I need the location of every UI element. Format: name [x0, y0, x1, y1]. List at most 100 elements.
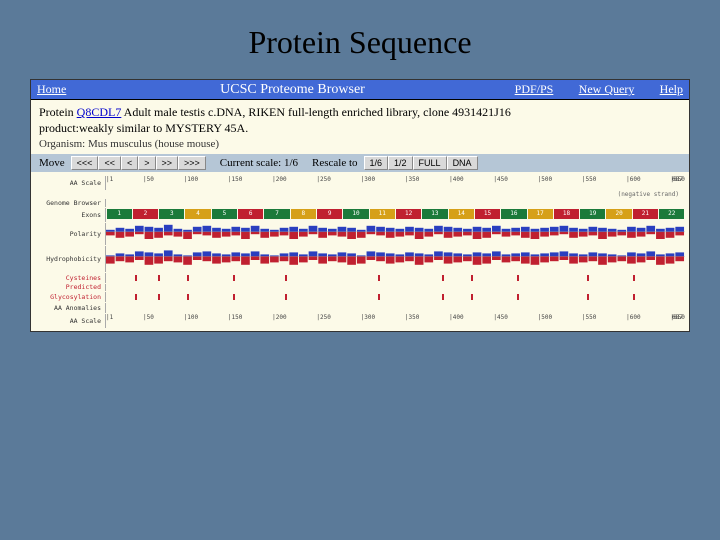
exon-block[interactable]: 5 [212, 209, 237, 219]
scale-tick: |300 [361, 176, 375, 183]
scale-tick: |250 [316, 176, 330, 183]
scale-tick: |450 [493, 314, 507, 321]
exon-block[interactable]: 18 [554, 209, 579, 219]
exon-block[interactable]: 9 [317, 209, 342, 219]
cys-mark [633, 294, 635, 300]
rescale-button-3[interactable]: DNA [447, 156, 478, 170]
organism-line: Organism: Mus musculus (house mouse) [31, 138, 689, 154]
cys-mark [587, 275, 589, 281]
hydrophobicity-label: Hydrophobicity [35, 256, 105, 263]
exon-block[interactable]: 7 [264, 209, 289, 219]
exon-block[interactable]: 20 [606, 209, 631, 219]
exon-block[interactable]: 17 [528, 209, 553, 219]
exon-block[interactable]: 3 [159, 209, 184, 219]
exon-block[interactable]: 10 [343, 209, 368, 219]
track-area: AA Scale |1|50|100|150|200|250|300|350|4… [31, 172, 689, 331]
slide-title: Protein Sequence [0, 0, 720, 79]
move-button-5[interactable]: >>> [178, 156, 206, 170]
cys-mark [471, 294, 473, 300]
exon-block[interactable]: 4 [185, 209, 210, 219]
cysteines-row: Cysteines [35, 273, 685, 283]
protein-accession-link[interactable]: Q8CDL7 [77, 105, 122, 119]
move-button-4[interactable]: >> [156, 156, 179, 170]
aa-scale-row-bottom: AA Scale |1|50|100|150|200|250|300|350|4… [35, 314, 685, 328]
new-query-link[interactable]: New Query [569, 82, 644, 97]
exon-block[interactable]: 16 [501, 209, 526, 219]
cys-mark [285, 275, 287, 281]
help-link[interactable]: Help [644, 82, 689, 97]
scale-tick: |50 [143, 176, 154, 183]
scale-end-bot: 687 [672, 314, 683, 321]
move-button-3[interactable]: > [138, 156, 155, 170]
organism-name: Mus musculus (house mouse) [88, 138, 219, 150]
predicted-label: Predicted [35, 284, 105, 291]
protein-description: Protein Q8CDL7 Adult male testis c.DNA, … [31, 100, 689, 138]
exon-block[interactable]: 22 [659, 209, 684, 219]
cys-mark [233, 294, 235, 300]
browser-title: UCSC Proteome Browser [86, 82, 499, 98]
cys-mark [442, 294, 444, 300]
exon-block[interactable]: 13 [422, 209, 447, 219]
rescale-button-0[interactable]: 1/6 [364, 156, 389, 170]
cys-mark [378, 275, 380, 281]
move-button-0[interactable]: <<< [71, 156, 99, 170]
negative-strand-label: (negative strand) [35, 191, 685, 199]
exon-block[interactable]: 2 [133, 209, 158, 219]
scale-tick: |550 [582, 176, 596, 183]
scale-tick: |100 [184, 176, 198, 183]
scale-tick: |600 [626, 176, 640, 183]
cys-mark [233, 275, 235, 281]
scale-tick: |400 [449, 314, 463, 321]
current-scale-label: Current scale: 1/6 [220, 157, 298, 169]
rescale-button-1[interactable]: 1/2 [388, 156, 413, 170]
aa-scale-label: AA Scale [35, 180, 105, 187]
exon-block[interactable]: 11 [370, 209, 395, 219]
cys-mark [633, 275, 635, 281]
scale-tick: |500 [538, 176, 552, 183]
cysteines-label: Cysteines [35, 275, 105, 282]
cys-mark [378, 294, 380, 300]
cys-mark [158, 275, 160, 281]
cys-mark [517, 294, 519, 300]
aa-scale-label-bottom: AA Scale [35, 318, 105, 325]
exon-block[interactable]: 19 [580, 209, 605, 219]
exon-block[interactable]: 1 [107, 209, 132, 219]
scale-tick: |600 [626, 314, 640, 321]
scale-tick: |100 [184, 314, 198, 321]
cys-mark [587, 294, 589, 300]
cys-mark [187, 294, 189, 300]
move-button-2[interactable]: < [121, 156, 138, 170]
rescale-button-2[interactable]: FULL [413, 156, 447, 170]
scale-tick: |350 [405, 314, 419, 321]
anomalies-label: AA Anomalies [35, 305, 105, 312]
exons-row: Exons 1234567891011121314151617181920212… [35, 208, 685, 222]
exon-block[interactable]: 6 [238, 209, 263, 219]
scale-tick: |350 [405, 176, 419, 183]
home-link[interactable]: Home [31, 82, 86, 97]
exon-block[interactable]: 15 [475, 209, 500, 219]
browser-window: Home UCSC Proteome Browser PDF/PS New Qu… [30, 79, 690, 332]
pdf-link[interactable]: PDF/PS [499, 82, 569, 97]
exon-block[interactable]: 8 [291, 209, 316, 219]
protein-prefix: Protein [39, 105, 77, 119]
exons-label: Exons [35, 212, 105, 219]
exon-block[interactable]: 21 [633, 209, 658, 219]
scale-end-top: 687 [672, 176, 683, 183]
move-label: Move [39, 157, 65, 169]
cys-mark [135, 294, 137, 300]
hydro-row: Hydrophobicity [35, 246, 685, 272]
exon-block[interactable]: 14 [449, 209, 474, 219]
protein-desc-2: product:weakly similar to MYSTERY 45A. [39, 121, 248, 135]
scale-tick: |1 [106, 176, 113, 183]
scale-tick: |300 [361, 314, 375, 321]
glycosylation-label: Glycosylation [35, 294, 105, 301]
scale-tick: |200 [272, 314, 286, 321]
organism-label: Organism: [39, 138, 88, 150]
protein-desc-1: Adult male testis c.DNA, RIKEN full-leng… [121, 105, 510, 119]
move-button-1[interactable]: << [98, 156, 121, 170]
aa-scale-row-top: AA Scale |1|50|100|150|200|250|300|350|4… [35, 176, 685, 190]
header-bar: Home UCSC Proteome Browser PDF/PS New Qu… [31, 80, 689, 100]
polarity-row: Polarity [35, 223, 685, 245]
exon-block[interactable]: 12 [396, 209, 421, 219]
genome-browser-label: Genome Browser [35, 200, 105, 207]
